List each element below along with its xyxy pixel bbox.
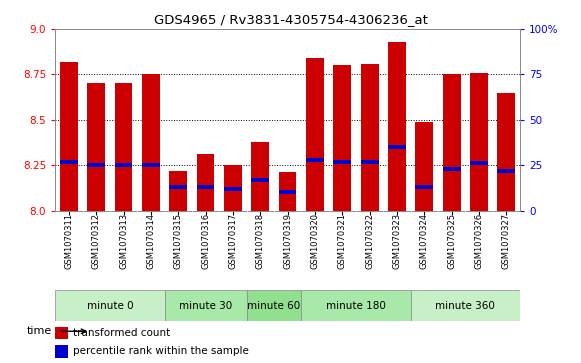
Bar bbox=[306, 158, 324, 162]
Bar bbox=[55, 290, 164, 321]
Bar bbox=[60, 159, 78, 163]
Bar bbox=[114, 83, 132, 211]
Text: GSM1070324: GSM1070324 bbox=[420, 213, 429, 269]
Text: GSM1070321: GSM1070321 bbox=[338, 213, 347, 269]
Text: GSM1070311: GSM1070311 bbox=[64, 213, 73, 269]
Bar bbox=[361, 64, 378, 211]
Text: GSM1070315: GSM1070315 bbox=[174, 213, 183, 269]
Text: minute 360: minute 360 bbox=[435, 301, 495, 311]
Text: percentile rank within the sample: percentile rank within the sample bbox=[73, 346, 249, 356]
Bar bbox=[279, 172, 296, 211]
Bar bbox=[415, 122, 433, 211]
Bar bbox=[470, 161, 488, 165]
Text: GDS4965 / Rv3831-4305754-4306236_at: GDS4965 / Rv3831-4305754-4306236_at bbox=[153, 13, 428, 26]
Bar bbox=[302, 290, 411, 321]
Bar bbox=[246, 290, 302, 321]
Bar bbox=[164, 290, 246, 321]
Text: GSM1070314: GSM1070314 bbox=[146, 213, 155, 269]
Bar bbox=[497, 168, 515, 172]
Text: minute 180: minute 180 bbox=[326, 301, 386, 311]
Text: transformed count: transformed count bbox=[73, 328, 170, 338]
Bar bbox=[142, 74, 160, 211]
Bar bbox=[333, 159, 351, 163]
Bar bbox=[411, 290, 520, 321]
Bar bbox=[87, 83, 105, 211]
Bar bbox=[388, 42, 406, 211]
Text: minute 60: minute 60 bbox=[248, 301, 300, 311]
Bar bbox=[388, 145, 406, 149]
Bar bbox=[279, 190, 296, 194]
Bar bbox=[252, 142, 269, 211]
Text: GSM1070322: GSM1070322 bbox=[365, 213, 374, 269]
Text: time: time bbox=[27, 326, 52, 336]
Bar bbox=[55, 345, 68, 358]
Text: GSM1070319: GSM1070319 bbox=[283, 213, 292, 269]
Bar bbox=[197, 154, 214, 211]
Bar bbox=[224, 165, 242, 211]
Bar bbox=[306, 58, 324, 211]
Bar bbox=[333, 65, 351, 211]
Bar bbox=[55, 327, 68, 339]
Bar bbox=[169, 171, 187, 211]
Bar bbox=[197, 185, 214, 189]
Text: GSM1070325: GSM1070325 bbox=[447, 213, 456, 269]
Bar bbox=[361, 159, 378, 163]
Text: GSM1070317: GSM1070317 bbox=[228, 213, 238, 269]
Text: GSM1070316: GSM1070316 bbox=[201, 213, 210, 269]
Text: minute 30: minute 30 bbox=[179, 301, 232, 311]
Text: GSM1070313: GSM1070313 bbox=[119, 213, 128, 269]
Bar bbox=[415, 185, 433, 189]
Bar bbox=[142, 163, 160, 167]
Text: GSM1070327: GSM1070327 bbox=[502, 213, 511, 269]
Bar bbox=[114, 163, 132, 167]
Bar bbox=[470, 73, 488, 211]
Text: GSM1070320: GSM1070320 bbox=[310, 213, 320, 269]
Bar bbox=[169, 185, 187, 189]
Text: GSM1070318: GSM1070318 bbox=[256, 213, 265, 269]
Bar bbox=[443, 167, 461, 171]
Text: GSM1070312: GSM1070312 bbox=[92, 213, 101, 269]
Bar bbox=[87, 163, 105, 167]
Text: GSM1070326: GSM1070326 bbox=[475, 213, 483, 269]
Text: GSM1070323: GSM1070323 bbox=[392, 213, 401, 269]
Text: minute 0: minute 0 bbox=[87, 301, 133, 311]
Bar bbox=[224, 187, 242, 191]
Bar bbox=[252, 178, 269, 182]
Bar bbox=[443, 74, 461, 211]
Bar bbox=[60, 62, 78, 211]
Bar bbox=[497, 93, 515, 211]
